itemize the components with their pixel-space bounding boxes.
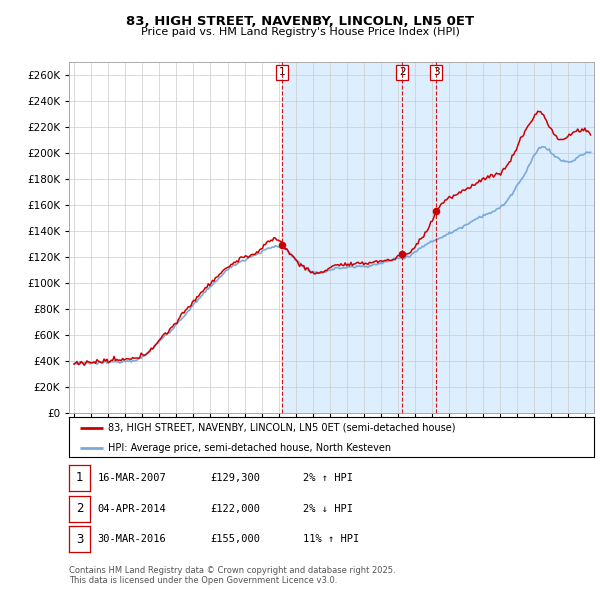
Text: 3: 3: [433, 67, 440, 77]
Text: 2: 2: [76, 502, 83, 515]
Bar: [282, 62, 594, 413]
Text: 2% ↓ HPI: 2% ↓ HPI: [303, 504, 353, 513]
Text: 2% ↑ HPI: 2% ↑ HPI: [303, 473, 353, 483]
Text: 30-MAR-2016: 30-MAR-2016: [98, 535, 167, 544]
Text: 04-APR-2014: 04-APR-2014: [98, 504, 167, 513]
Text: 1: 1: [279, 67, 286, 77]
Text: £129,300: £129,300: [210, 473, 260, 483]
Text: 83, HIGH STREET, NAVENBY, LINCOLN, LN5 0ET: 83, HIGH STREET, NAVENBY, LINCOLN, LN5 0…: [126, 15, 474, 28]
Text: £122,000: £122,000: [210, 504, 260, 513]
Point: [431, 206, 441, 216]
Text: £155,000: £155,000: [210, 535, 260, 544]
Text: 83, HIGH STREET, NAVENBY, LINCOLN, LN5 0ET (semi-detached house): 83, HIGH STREET, NAVENBY, LINCOLN, LN5 0…: [109, 423, 456, 433]
Point: [277, 240, 287, 250]
Text: 1: 1: [76, 471, 83, 484]
Text: Price paid vs. HM Land Registry's House Price Index (HPI): Price paid vs. HM Land Registry's House …: [140, 27, 460, 37]
Text: 16-MAR-2007: 16-MAR-2007: [98, 473, 167, 483]
Point: [398, 250, 407, 259]
Text: 2: 2: [399, 67, 406, 77]
Text: Contains HM Land Registry data © Crown copyright and database right 2025.
This d: Contains HM Land Registry data © Crown c…: [69, 566, 395, 585]
Text: HPI: Average price, semi-detached house, North Kesteven: HPI: Average price, semi-detached house,…: [109, 444, 392, 454]
Text: 11% ↑ HPI: 11% ↑ HPI: [303, 535, 359, 544]
Text: 3: 3: [76, 533, 83, 546]
